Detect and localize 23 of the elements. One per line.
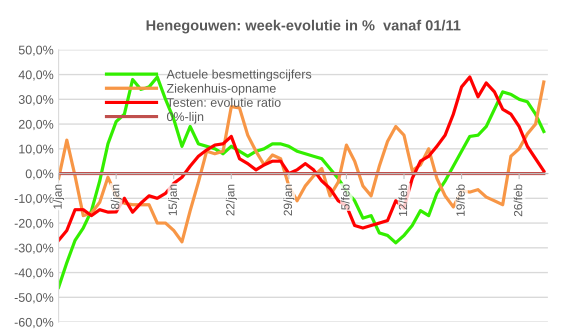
y-tick-label: -30,0%	[14, 244, 54, 254]
y-tick-label: 20,0%	[18, 120, 54, 130]
x-tick-label: 1/jan	[53, 184, 64, 209]
y-tick-label: -10,0%	[14, 194, 54, 204]
chart-title: Henegouwen: week-evolutie in % vanaf 01/11	[146, 20, 460, 34]
y-tick-label: -50,0%	[14, 293, 54, 304]
y-tick-label: -20,0%	[14, 218, 54, 230]
y-tick-label: 0,0%	[26, 169, 54, 180]
x-tick-label: 26/feb	[514, 184, 522, 216]
x-tick-label: 12/feb	[398, 184, 408, 216]
x-tick-label: 19/feb	[456, 184, 465, 216]
y-tick-label: -40,0%	[14, 268, 54, 279]
x-tick-label: 29/jan	[283, 184, 294, 216]
y-tick-label: 40,0%	[18, 70, 54, 81]
y-tick-label: 50,0%	[18, 46, 54, 56]
x-tick-label: 5/feb	[340, 184, 350, 210]
y-tick-label: 30,0%	[18, 95, 54, 106]
legend-label: Actuele besmettingscijfers	[166, 69, 312, 82]
x-tick-label: 15/jan	[168, 184, 180, 216]
legend-label: Ziekenhuis-opname	[166, 84, 276, 96]
x-tick-label: 22/jan	[226, 184, 237, 216]
y-tick-label: -60,0%	[14, 318, 54, 328]
y-tick-label: 10,0%	[19, 144, 54, 155]
